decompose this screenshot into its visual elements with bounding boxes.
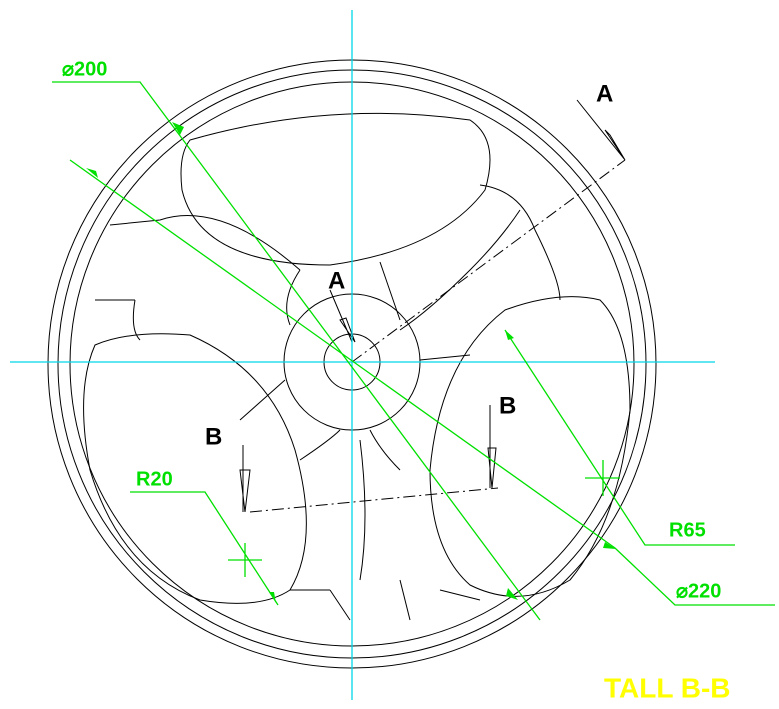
dimension-label: ⌀220 bbox=[676, 580, 721, 602]
dimension-label: R65 bbox=[669, 519, 706, 541]
view-title: TALL B-B bbox=[604, 672, 731, 703]
section-label: A bbox=[596, 80, 613, 107]
dimension-label: R20 bbox=[136, 468, 173, 490]
section-label: A bbox=[328, 267, 345, 294]
dimension-label: ⌀200 bbox=[62, 58, 107, 80]
drawing: ⌀200 A A B B R20 R65 ⌀220 TALL B-B bbox=[0, 0, 779, 709]
section-label: B bbox=[205, 423, 222, 450]
section-label: B bbox=[499, 392, 516, 419]
